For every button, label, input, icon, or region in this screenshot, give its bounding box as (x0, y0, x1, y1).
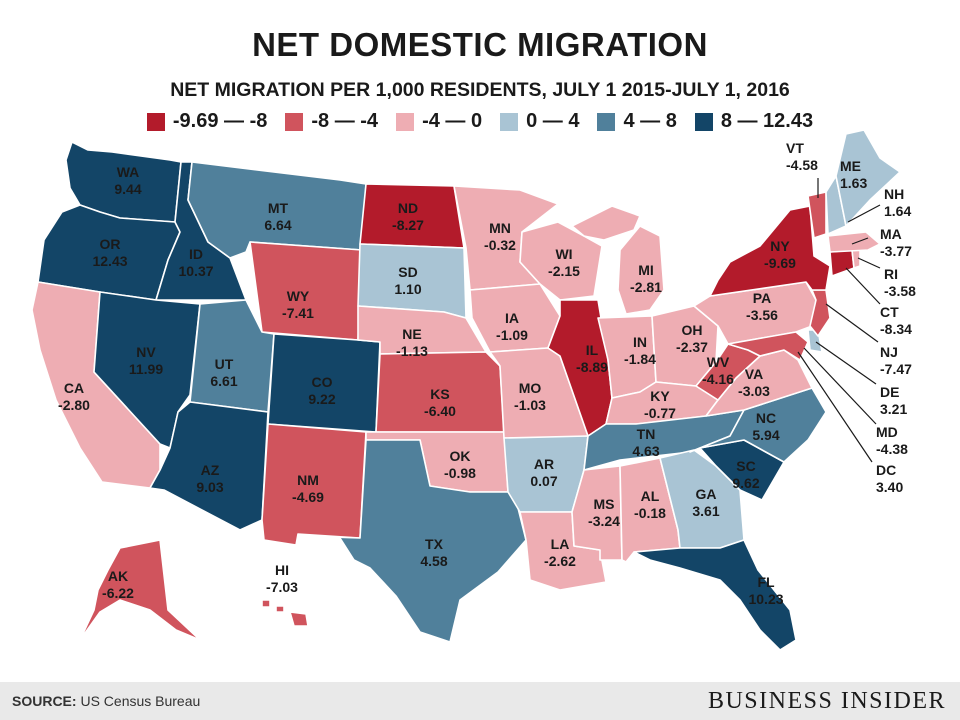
state-label-VA: VA -3.03 (738, 366, 770, 399)
state-label-IN: IN -1.84 (624, 334, 656, 367)
state-label-MT: MT 6.64 (264, 200, 292, 233)
legend-label: 4 — 8 (623, 110, 677, 132)
state-label-WA: WA 9.44 (114, 164, 142, 197)
state-label-DE: DE 3.21 (880, 384, 908, 417)
legend-swatch (396, 112, 415, 131)
state-MI (617, 225, 665, 315)
state-label-KS: KS -6.40 (424, 386, 456, 419)
state-label-MN: MN -0.32 (484, 220, 516, 253)
legend-swatch (285, 112, 304, 131)
state-label-WY: WY -7.41 (282, 288, 314, 321)
state-label-NM: NM -4.69 (292, 472, 324, 505)
state-label-ME: ME 1.63 (840, 158, 868, 191)
footer-bar: SOURCE: US Census Bureau BUSINESS INSIDE… (0, 682, 960, 720)
brand-logo: BUSINESS INSIDER (707, 688, 946, 714)
state-label-WV: WV -4.16 (702, 354, 734, 387)
state-MI-UP (571, 205, 641, 241)
state-label-NV: NV 11.99 (128, 344, 164, 377)
legend-label: 0 — 4 (526, 110, 580, 132)
state-label-PA: PA -3.56 (746, 290, 778, 323)
state-AK (79, 539, 201, 641)
legend-swatch (146, 112, 165, 131)
state-label-MS: MS -3.24 (588, 496, 620, 529)
legend-item: -8 — -4 (285, 110, 378, 133)
state-label-NH: NH 1.64 (884, 186, 912, 219)
state-VT (807, 191, 827, 239)
legend-item: -9.69 — -8 (146, 110, 268, 133)
chart-title: NET DOMESTIC MIGRATION (252, 26, 708, 63)
state-label-NJ: NJ -7.47 (880, 344, 912, 377)
state-label-MD: MD -4.38 (876, 424, 908, 457)
state-label-CT: CT -8.34 (880, 304, 912, 337)
legend-label: -9.69 — -8 (172, 110, 268, 132)
source-label: SOURCE: (12, 693, 77, 709)
chart-subtitle: NET MIGRATION PER 1,000 RESIDENTS, JULY … (170, 79, 790, 101)
state-HI-1 (261, 599, 271, 608)
state-label-HI: HI -7.03 (266, 562, 298, 595)
legend-swatch (597, 112, 616, 131)
state-label-SD: SD 1.10 (394, 264, 422, 297)
state-label-CO: CO 9.22 (308, 374, 336, 407)
state-label-RI: RI -3.58 (884, 266, 916, 299)
state-label-UT: UT 6.61 (210, 356, 238, 389)
state-label-TX: TX 4.58 (420, 536, 448, 569)
state-label-AZ: AZ 9.03 (196, 462, 224, 495)
state-label-CA: CA -2.80 (58, 380, 90, 413)
state-label-OR: OR 12.43 (92, 236, 128, 269)
state-label-KY: KY -0.77 (644, 388, 676, 421)
state-ME (835, 129, 901, 227)
legend-swatch (694, 112, 713, 131)
state-label-ID: ID 10.37 (178, 246, 214, 279)
state-label-DC: DC 3.40 (876, 462, 904, 495)
state-label-MI: MI -2.81 (630, 262, 662, 295)
source-note: SOURCE: US Census Bureau (12, 693, 200, 709)
state-label-GA: GA 3.61 (692, 486, 720, 519)
state-label-TN: TN 4.63 (632, 426, 660, 459)
state-label-NY: NY -9.69 (764, 238, 796, 271)
state-label-NC: NC 5.94 (752, 410, 780, 443)
state-label-IA: IA -1.09 (496, 310, 528, 343)
state-MT (187, 161, 367, 259)
state-label-OH: OH -2.37 (676, 322, 708, 355)
legend: -9.69 — -8 -8 — -4 -4 — 0 0 — 4 4 — 8 8 … (0, 110, 960, 133)
state-label-SC: SC 9.62 (732, 458, 760, 491)
state-label-IL: IL -8.89 (576, 342, 608, 375)
state-label-ND: ND -8.27 (392, 200, 424, 233)
state-NC (689, 387, 827, 463)
state-WI (519, 221, 603, 301)
legend-label: -4 — 0 (422, 110, 483, 132)
state-HI-2 (275, 605, 285, 613)
state-label-MA: MA -3.77 (880, 226, 912, 259)
state-TX (299, 439, 527, 643)
leader-lines (797, 178, 881, 463)
legend-item: -4 — 0 (396, 110, 482, 133)
state-label-AR: AR 0.07 (530, 456, 558, 489)
legend-item: 4 — 8 (597, 110, 677, 133)
legend-swatch (500, 112, 519, 131)
source-text: US Census Bureau (80, 693, 201, 709)
state-label-MO: MO -1.03 (514, 380, 546, 413)
legend-item: 0 — 4 (500, 110, 579, 133)
state-MA (827, 231, 881, 253)
state-label-AL: AL -0.18 (634, 488, 666, 521)
state-MD (727, 331, 809, 361)
state-HI-3 (289, 611, 309, 627)
state-FL (633, 539, 797, 651)
state-label-FL: FL 10.23 (748, 574, 784, 607)
state-NY (709, 205, 831, 297)
state-label-OK: OK -0.98 (444, 448, 476, 481)
state-label-WI: WI -2.15 (548, 246, 580, 279)
legend-label: -8 — -4 (311, 110, 379, 132)
state-label-NE: NE -1.13 (396, 326, 428, 359)
state-label-LA: LA -2.62 (544, 536, 576, 569)
legend-label: 8 — 12.43 (720, 110, 814, 132)
state-label-AK: AK -6.22 (102, 568, 134, 601)
state-label-VT: VT -4.58 (786, 140, 818, 173)
legend-item: 8 — 12.43 (694, 110, 814, 133)
